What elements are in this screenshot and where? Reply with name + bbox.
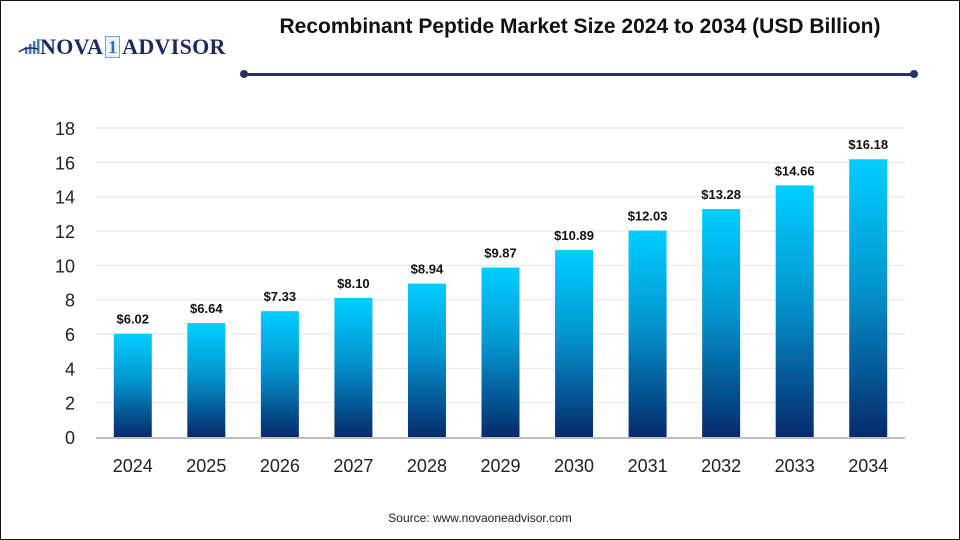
- title-underline-right-dot: [910, 70, 918, 78]
- chart-title: Recombinant Peptide Market Size 2024 to …: [279, 15, 881, 38]
- data-label: $8.10: [337, 276, 370, 291]
- x-axis: 2024 2025 2026 2027 2028 2029 2030 2031 2032 2033…: [113, 456, 889, 476]
- data-label: $7.33: [264, 289, 297, 304]
- bar-2034: [849, 159, 888, 437]
- logo-text-one: 1: [105, 36, 121, 58]
- y-tick-label: 4: [65, 359, 75, 379]
- bar-2032: [702, 209, 741, 437]
- data-label: $12.03: [628, 208, 668, 223]
- bar-2024: [113, 333, 152, 437]
- x-tick-label: 2034: [848, 456, 888, 476]
- x-tick-label: 2027: [333, 456, 373, 476]
- y-tick-label: 14: [55, 188, 75, 208]
- x-tick-label: 2025: [186, 456, 226, 476]
- y-tick-label: 18: [55, 119, 75, 139]
- bar-2029: [481, 267, 520, 437]
- bar-chart-swoosh-icon: [18, 39, 40, 54]
- y-axis: 0 2 4 6 8 10 12 14 16 18: [55, 119, 75, 448]
- bar-2031: [628, 230, 667, 437]
- logo-text-advisor: ADVISOR: [122, 34, 226, 59]
- data-label: $10.89: [554, 228, 594, 243]
- bar-2026: [260, 311, 299, 437]
- bar-2030: [555, 250, 594, 437]
- x-tick-label: 2032: [701, 456, 741, 476]
- data-label: $14.66: [775, 163, 815, 178]
- y-tick-label: 2: [65, 394, 75, 414]
- x-tick-label: 2028: [407, 456, 447, 476]
- title-underline: [243, 73, 915, 76]
- data-label: $6.64: [190, 301, 223, 316]
- x-tick-label: 2024: [113, 456, 153, 476]
- data-label: $8.94: [411, 262, 444, 277]
- x-tick-label: 2026: [260, 456, 300, 476]
- x-tick-label: 2033: [775, 456, 815, 476]
- data-label: $9.87: [484, 246, 517, 261]
- y-tick-label: 12: [55, 222, 75, 242]
- y-tick-label: 16: [55, 153, 75, 173]
- bar-2027: [334, 297, 373, 437]
- data-label: $6.02: [116, 312, 149, 327]
- data-labels: $6.02 $6.64 $7.33 $8.10 $8.94 $9.87 $10.89 $12.…: [116, 137, 888, 326]
- bar-2025: [187, 323, 226, 437]
- y-tick-label: 6: [65, 325, 75, 345]
- bars: [113, 159, 888, 437]
- y-tick-label: 0: [65, 428, 75, 448]
- x-tick-label: 2029: [480, 456, 520, 476]
- nova-advisor-logo: NOVA 1 ADVISOR: [18, 34, 226, 60]
- logo-text-nova: NOVA: [40, 34, 104, 59]
- data-label: $16.18: [848, 137, 888, 152]
- bar-2028: [407, 283, 446, 437]
- title-underline-left-dot: [240, 70, 248, 78]
- y-tick-label: 8: [65, 291, 75, 311]
- bar-2033: [775, 185, 814, 437]
- x-tick-label: 2031: [628, 456, 668, 476]
- data-label: $13.28: [701, 187, 741, 202]
- y-tick-label: 10: [55, 256, 75, 276]
- x-tick-label: 2030: [554, 456, 594, 476]
- source-note: Source: www.novaoneadvisor.com: [388, 511, 572, 525]
